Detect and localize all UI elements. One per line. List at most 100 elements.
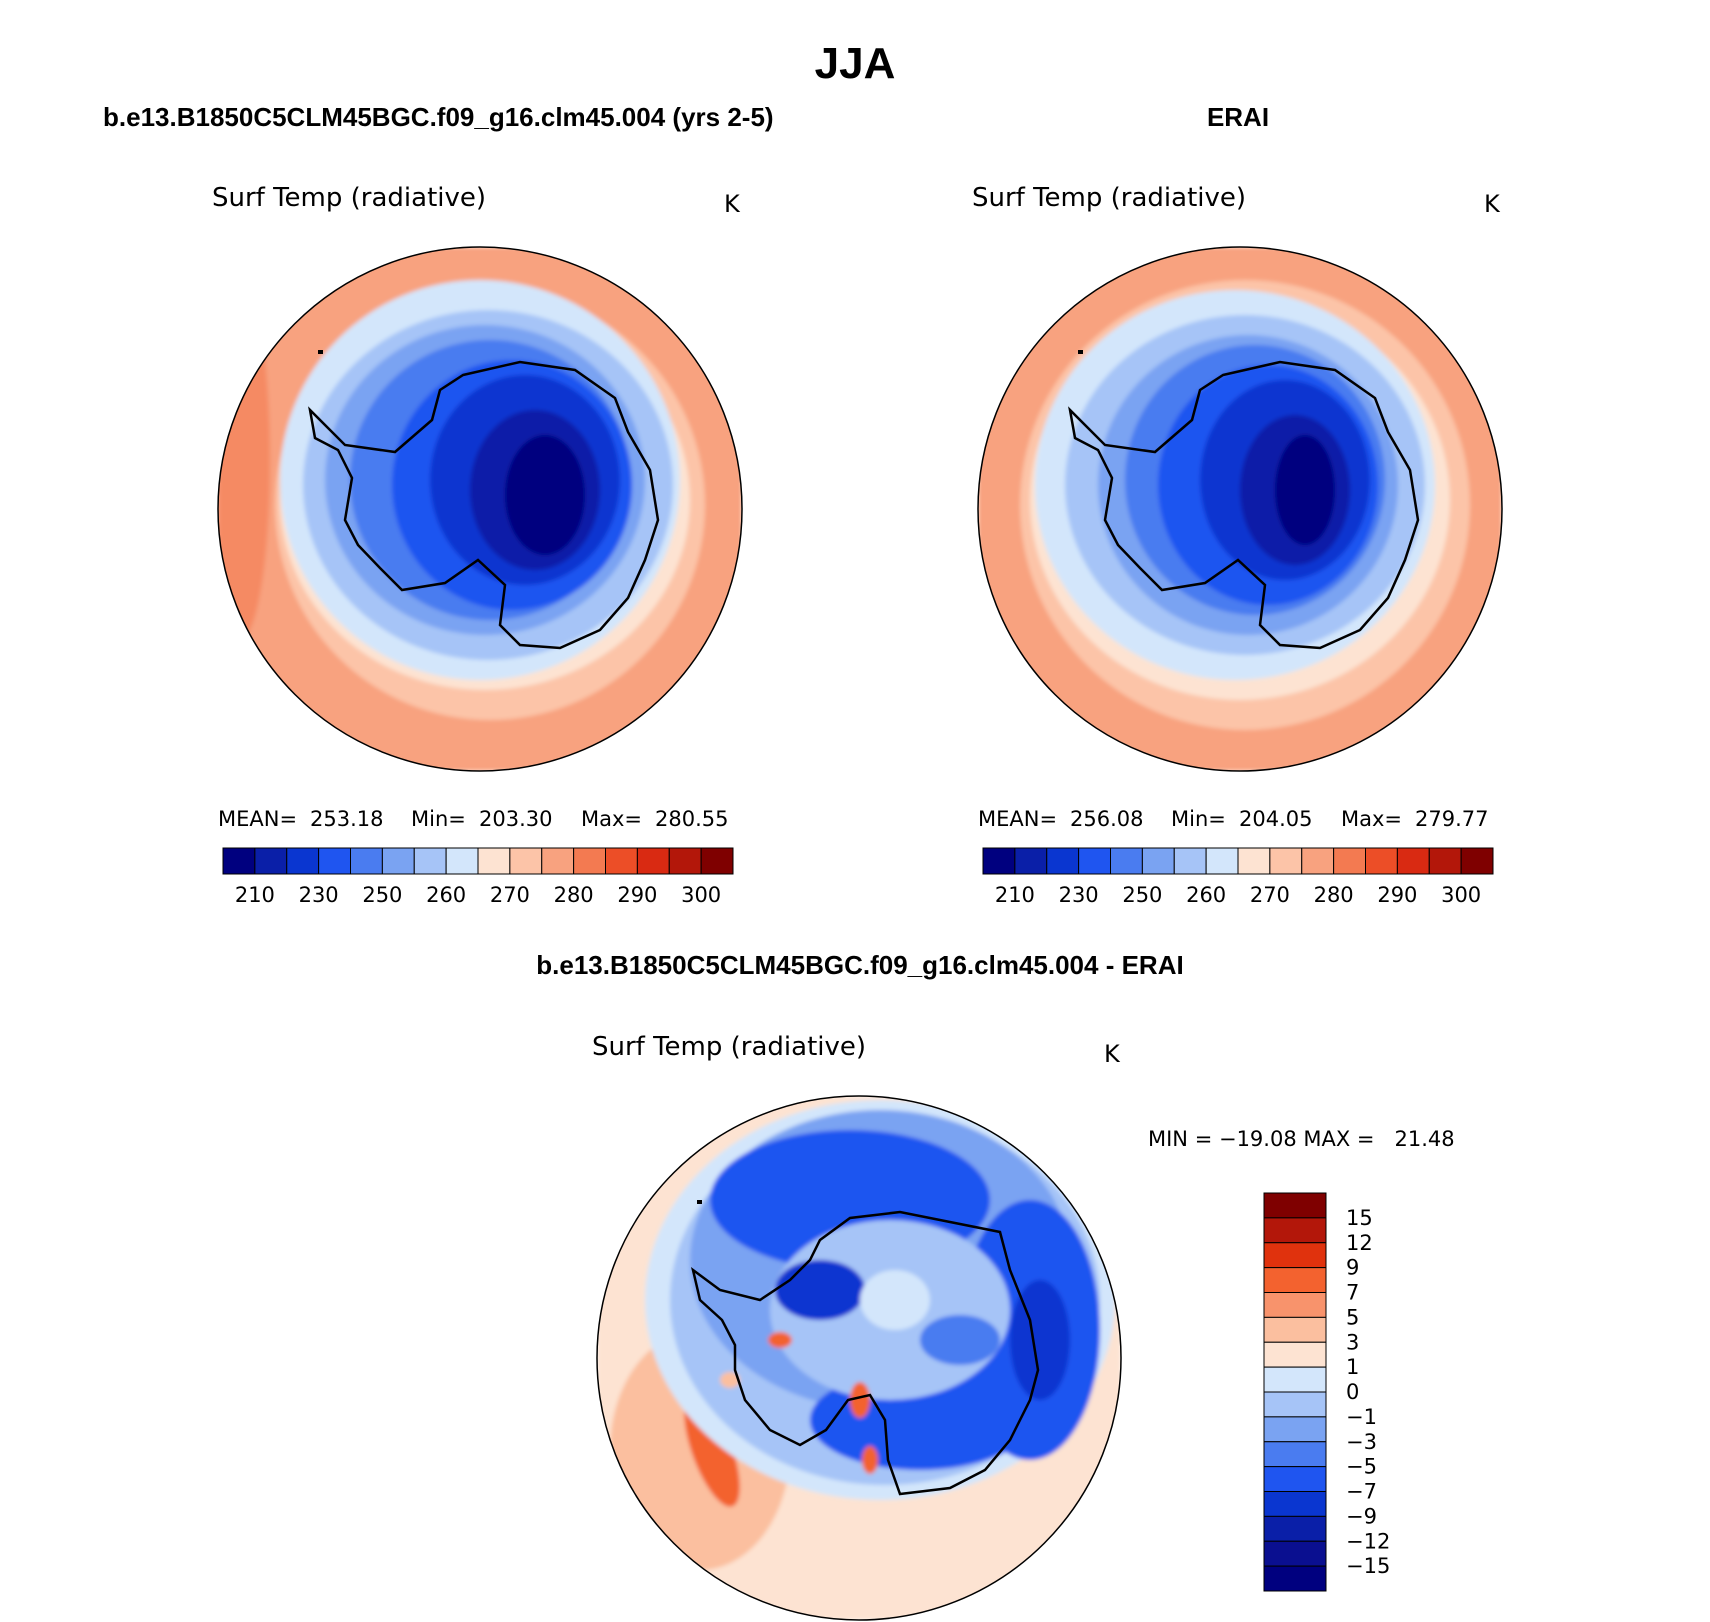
- colorbar-swatch: [1269, 847, 1303, 875]
- colorbar-tick-label: −9: [1346, 1504, 1377, 1528]
- colorbar-swatch: [1263, 1341, 1327, 1368]
- colorbar-swatch: [1263, 1515, 1327, 1542]
- colorbar-swatch: [1237, 847, 1271, 875]
- island-marker: [1078, 350, 1083, 354]
- antarctica-coastline: [308, 360, 660, 650]
- panel-2-header: ERAI: [1207, 102, 1269, 132]
- colorbar-tick-label: 250: [1122, 883, 1162, 907]
- colorbar-swatch: [1263, 1366, 1327, 1393]
- colorbar-tick-label: 270: [490, 883, 530, 907]
- stat-min-label: Min=: [1171, 807, 1226, 831]
- colorbar-swatch: [222, 847, 256, 875]
- stat-mean-label: MEAN=: [978, 807, 1057, 831]
- antarctica-coastline: [691, 1210, 1040, 1496]
- colorbar-tick-label: 300: [1441, 883, 1481, 907]
- colorbar-tick-label: 270: [1250, 883, 1290, 907]
- colorbar-swatch: [668, 847, 702, 875]
- colorbar-tick-label: 300: [681, 883, 721, 907]
- panel-3-header: b.e13.B1850C5CLM45BGC.f09_g16.clm45.004 …: [536, 950, 1183, 980]
- colorbar-tick-label: −12: [1346, 1529, 1390, 1553]
- colorbar-tick-label: 5: [1346, 1305, 1359, 1329]
- stat-max-value: 279.77: [1415, 807, 1488, 831]
- colorbar-tick-label: 210: [995, 883, 1035, 907]
- stat-max-value: 280.55: [655, 807, 728, 831]
- colorbar-swatch: [1428, 847, 1462, 875]
- colorbar-panel-2: 210 230 250 260 270 280 290 300: [982, 847, 1494, 907]
- panel-3-variable: Surf Temp (radiative): [592, 1032, 866, 1062]
- colorbar-swatch: [1333, 847, 1366, 875]
- colorbar-swatch: [318, 847, 351, 875]
- stat-mean-value: 253.18: [310, 807, 383, 831]
- colorbar-tick-label: 280: [554, 883, 594, 907]
- stat-min-value: 203.30: [479, 807, 552, 831]
- colorbar-swatch: [1263, 1292, 1327, 1318]
- colorbar-swatch: [1263, 1491, 1327, 1517]
- colorbar-swatch: [350, 847, 383, 875]
- panel-2-variable: Surf Temp (radiative): [972, 183, 1246, 213]
- panel-3-stats: MIN = −19.08 MAX = 21.48: [1148, 1127, 1455, 1151]
- colorbar-panel-1: 210 230 250 260 270 280 290 300: [222, 847, 734, 907]
- colorbar-tick-label: 260: [426, 883, 466, 907]
- panel-2-units: K: [1484, 190, 1501, 218]
- colorbar-swatch: [1263, 1416, 1327, 1443]
- colorbar-swatch: [1263, 1192, 1327, 1219]
- colorbar-swatch: [413, 847, 447, 875]
- island-marker: [697, 1200, 702, 1204]
- panel-1-units: K: [724, 190, 741, 218]
- colorbar-swatch: [1263, 1242, 1327, 1269]
- colorbar-tick-label: −7: [1346, 1480, 1377, 1504]
- colorbar-swatch: [509, 847, 543, 875]
- colorbar-tick-label: 0: [1346, 1380, 1359, 1404]
- colorbar-swatch: [1301, 847, 1335, 875]
- panel-2-stats: MEAN= 256.08 Min= 204.05 Max= 279.77: [978, 807, 1488, 831]
- map-boundary: [596, 1095, 1122, 1621]
- colorbar-swatch: [982, 847, 1016, 875]
- colorbar-swatch: [1396, 847, 1430, 875]
- colorbar-tick-label: 230: [299, 883, 339, 907]
- panel-1-header: b.e13.B1850C5CLM45BGC.f09_g16.clm45.004 …: [103, 102, 774, 132]
- colorbar-swatch: [573, 847, 606, 875]
- panel-1-stats: MEAN= 253.18 Min= 203.30 Max= 280.55: [218, 807, 728, 831]
- map-panel-2: [977, 246, 1503, 772]
- colorbar-swatch: [1263, 1441, 1327, 1468]
- colorbar-tick-label: −15: [1346, 1554, 1390, 1578]
- colorbar-swatch: [445, 847, 479, 875]
- colorbar-tick-label: 15: [1346, 1206, 1373, 1230]
- colorbar-swatch: [1141, 847, 1175, 875]
- colorbar-tick-label: 7: [1346, 1281, 1359, 1305]
- stat-mean-value: 256.08: [1070, 807, 1143, 831]
- colorbar-tick-label: 280: [1314, 883, 1354, 907]
- stat-min-value: 204.05: [1239, 807, 1312, 831]
- panel-3-units: K: [1104, 1040, 1121, 1068]
- colorbar-tick-label: 12: [1346, 1231, 1373, 1255]
- colorbar-tick-label: 3: [1346, 1330, 1359, 1354]
- colorbar-swatch: [605, 847, 638, 875]
- colorbar-tick-label: 1: [1346, 1355, 1359, 1379]
- colorbar-swatch: [1460, 847, 1494, 875]
- colorbar-tick-label: 210: [235, 883, 275, 907]
- page-title: JJA: [815, 39, 896, 88]
- colorbar-swatch: [477, 847, 511, 875]
- colorbar-swatch: [1263, 1267, 1327, 1293]
- colorbar-swatch: [1110, 847, 1143, 875]
- colorbar-tick-label: 230: [1059, 883, 1099, 907]
- colorbar-swatch: [541, 847, 575, 875]
- antarctica-coastline: [1068, 360, 1420, 650]
- colorbar-swatch: [1263, 1217, 1327, 1244]
- colorbar-tick-label: 250: [362, 883, 402, 907]
- colorbar-swatch: [286, 847, 320, 875]
- colorbar-tick-label: −5: [1346, 1455, 1377, 1479]
- map-boundary: [977, 246, 1503, 772]
- stat-max-label: Max=: [1341, 807, 1402, 831]
- colorbar-swatch: [1078, 847, 1111, 875]
- colorbar-swatch: [1263, 1316, 1327, 1343]
- colorbar-swatch: [1046, 847, 1080, 875]
- colorbar-swatch: [1205, 847, 1239, 875]
- island-marker: [318, 350, 323, 354]
- colorbar-swatch: [1263, 1391, 1327, 1418]
- colorbar-swatch: [1263, 1466, 1327, 1492]
- colorbar-swatch: [1173, 847, 1207, 875]
- colorbar-swatch: [636, 847, 670, 875]
